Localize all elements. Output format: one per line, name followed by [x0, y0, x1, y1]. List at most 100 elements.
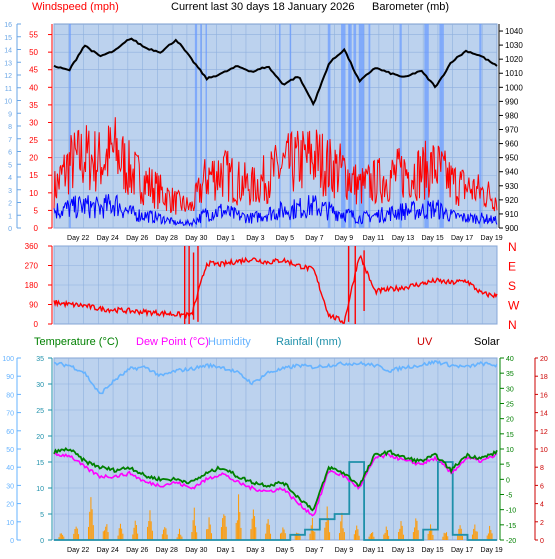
baro-axis-tick: 1020: [505, 55, 523, 64]
baro-axis-tick: 960: [505, 140, 519, 149]
rain-axis-tick: 35: [36, 356, 44, 363]
baro-axis-tick: 950: [505, 154, 519, 163]
baro-axis-tick: 1040: [505, 27, 523, 36]
uv-axis-tick: 6: [540, 483, 544, 490]
temperature-label: Temperature (°C): [34, 336, 118, 348]
wind-band: [442, 24, 444, 228]
temp-x-tick: Day 28: [156, 547, 178, 554]
baro-axis-tick: 970: [505, 126, 519, 135]
baro-axis-tick: 990: [505, 97, 519, 106]
wind-band: [479, 24, 482, 228]
wind-x-tick: Day 11: [363, 235, 385, 242]
wind-axis-1-tick: 10: [4, 99, 12, 106]
uv-axis-tick: 14: [540, 411, 548, 418]
wind-band: [279, 24, 281, 228]
windspeed-label: Windspeed (mph): [32, 1, 119, 13]
humidity-axis-tick: 20: [6, 502, 14, 509]
temp-axis-tick: 30: [506, 386, 514, 393]
temp-axis-tick: -20: [506, 538, 516, 545]
wind-axis-2-tick: 45: [29, 66, 38, 75]
wind-axis-1-tick: 16: [4, 22, 12, 29]
uv-axis-tick: 12: [540, 429, 548, 436]
direction-axis-tick: 0: [34, 320, 39, 329]
dewpoint-series: [53, 452, 498, 517]
wind-axis-1-tick: 0: [8, 226, 12, 233]
temp-x-tick: Day 22: [67, 547, 89, 554]
wind-x-tick: Day 3: [246, 235, 264, 242]
temp-x-tick: Day 1: [217, 547, 235, 554]
wind-axis-1-tick: 2: [8, 201, 12, 208]
wind-x-tick: Day 28: [156, 235, 178, 242]
wind-axis-1-tick: 11: [5, 86, 12, 93]
wind-axis-1-tick: 4: [8, 175, 12, 182]
temp-x-tick: Day 17: [451, 547, 473, 554]
temp-axis-tick: 25: [506, 402, 514, 409]
temp-x-tick: Day 3: [246, 547, 264, 554]
rain-axis-tick: 0: [40, 538, 44, 545]
wind-direction-series: [53, 254, 498, 324]
wind-panel: 0123456789101112131415160510152025303540…: [4, 22, 523, 242]
wind-axis-1-tick: 7: [8, 137, 12, 144]
baro-axis-tick: 1030: [505, 41, 523, 50]
temp-axis-tick: 20: [506, 417, 514, 424]
temp-x-tick: Day 5: [276, 547, 294, 554]
rainfall-label: Rainfall (mm): [276, 336, 341, 348]
wind-x-tick: Day 30: [185, 235, 207, 242]
direction-axis-tick: 360: [25, 242, 39, 251]
uv-label: UV: [417, 336, 433, 348]
rain-axis-tick: 30: [36, 382, 44, 389]
humidity-axis-tick: 100: [2, 356, 14, 363]
temp-panel: 010203040506070809010005101520253035-20-…: [2, 356, 548, 554]
wind-axis-1-tick: 9: [8, 111, 12, 118]
wind-x-tick: Day 22: [67, 235, 89, 242]
wind-x-tick: Day 15: [421, 235, 443, 242]
wind-band: [289, 24, 292, 228]
rainfall-series: [54, 461, 497, 541]
wind-band: [358, 24, 365, 228]
wind-axis-2-tick: 55: [29, 31, 38, 40]
direction-compass-label: W: [508, 299, 520, 313]
wind-x-tick: Day 9: [335, 235, 353, 242]
baro-axis-tick: 1010: [505, 69, 523, 78]
baro-axis-tick: 930: [505, 182, 519, 191]
uv-axis-tick: 18: [540, 374, 548, 381]
baro-axis-tick: 980: [505, 111, 519, 120]
rain-axis-tick: 5: [40, 512, 44, 519]
wind-x-tick: Day 7: [305, 235, 323, 242]
rain-axis-tick: 15: [36, 460, 44, 467]
temp-axis-tick: 10: [506, 447, 514, 454]
wind-band: [69, 24, 71, 228]
uv-axis-tick: 0: [540, 538, 544, 545]
direction-compass-label: E: [508, 260, 516, 274]
humidity-series: [53, 359, 498, 395]
direction-compass-label: S: [508, 279, 516, 293]
temp-x-tick: Day 7: [305, 547, 323, 554]
baro-axis-tick: 900: [505, 224, 519, 233]
wind-axis-2-tick: 5: [34, 206, 39, 215]
rain-axis-tick: 25: [36, 408, 44, 415]
temp-axis-tick: -5: [506, 493, 512, 500]
temp-x-tick: Day 9: [335, 547, 353, 554]
humidity-axis-tick: 60: [6, 429, 14, 436]
wind-band: [341, 24, 346, 228]
temp-x-tick: Day 24: [97, 547, 119, 554]
uv-axis-tick: 4: [540, 502, 544, 509]
rain-axis-tick: 10: [36, 486, 44, 493]
temp-x-tick: Day 13: [392, 547, 414, 554]
uv-axis-tick: 8: [540, 465, 544, 472]
wind-axis-1-tick: 6: [8, 150, 12, 157]
temp-axis-tick: 15: [506, 432, 514, 439]
wind-band: [194, 24, 198, 228]
direction-axis-tick: 270: [25, 262, 39, 271]
baro-axis-tick: 1000: [505, 83, 523, 92]
humidity-axis-tick: 70: [6, 411, 14, 418]
wind-x-tick: Day 5: [276, 235, 294, 242]
wind-axis-2-tick: 30: [29, 118, 38, 127]
barometer-series: [53, 37, 498, 107]
wind-band: [368, 24, 371, 228]
temp-axis-tick: -10: [506, 508, 516, 515]
humidity-label: Humidity: [208, 336, 251, 348]
wind-axis-2-tick: 20: [29, 154, 38, 163]
direction-compass-label: N: [508, 318, 517, 332]
